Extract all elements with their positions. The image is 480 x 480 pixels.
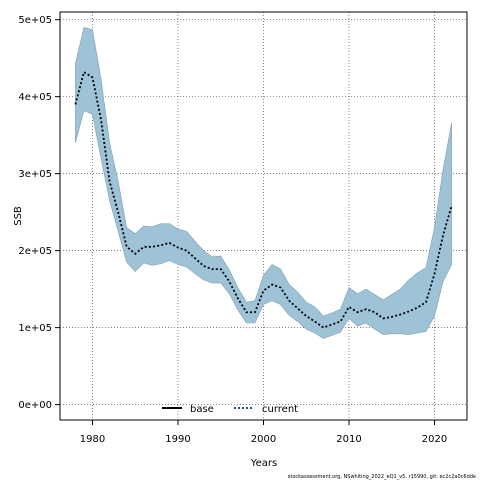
y-tick-label: 1e+05 xyxy=(18,323,52,334)
x-axis: 1980 1990 2000 2010 2020 xyxy=(80,420,447,445)
y-tick-label: 2e+05 xyxy=(18,246,52,257)
series-line-current xyxy=(74,70,453,329)
x-tick-label: 1990 xyxy=(165,434,190,445)
y-axis-label: SSB xyxy=(13,206,24,226)
y-tick-label: 3e+05 xyxy=(18,169,52,180)
x-tick-label: 2020 xyxy=(422,434,447,445)
x-tick-label: 1980 xyxy=(80,434,105,445)
y-tick-label: 5e+05 xyxy=(18,15,52,26)
legend-label-current: current xyxy=(262,404,298,415)
y-axis: 0e+00 1e+05 2e+05 3e+05 4e+05 5e+05 xyxy=(18,15,60,411)
x-tick-label: 2010 xyxy=(336,434,361,445)
legend-label-base: base xyxy=(190,404,214,415)
x-tick-label: 2000 xyxy=(251,434,276,445)
confidence-band xyxy=(75,27,452,339)
x-axis-label: Years xyxy=(250,458,277,469)
legend: base current xyxy=(162,404,298,415)
y-tick-label: 4e+05 xyxy=(18,92,52,103)
y-tick-label: 0e+00 xyxy=(18,400,52,411)
footer-text: stockassessment.org, NSwhiting_2022_eQ1_… xyxy=(288,474,476,480)
